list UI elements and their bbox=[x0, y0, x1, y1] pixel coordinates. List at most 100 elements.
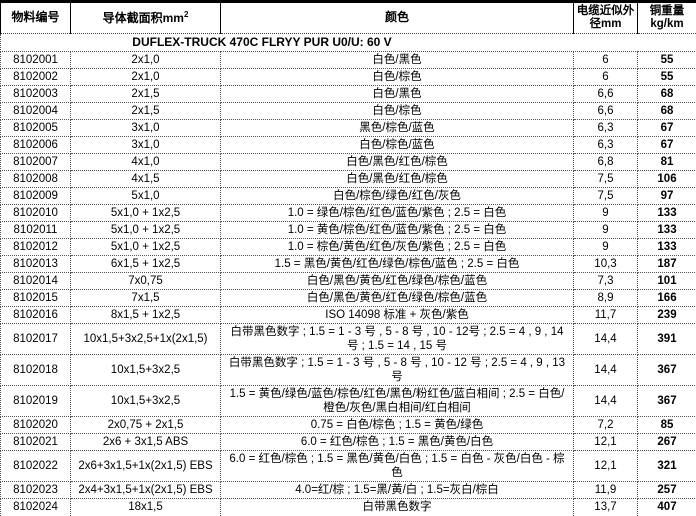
table-row: 8102019 10x1,5+3x2,5 1.5 = 黄色/绿色/蓝色/棕色/红色/… bbox=[0, 385, 696, 418]
cell-cross-section: 2x1,5 bbox=[70, 102, 221, 121]
cell-weight: 81 bbox=[637, 153, 696, 172]
cell-diameter: 11,9 bbox=[573, 481, 638, 500]
cell-cross-section: 5x1,0 + 1x2,5 bbox=[70, 221, 221, 240]
cell-material-id: 8102013 bbox=[0, 255, 71, 274]
cell-weight: 68 bbox=[637, 102, 696, 121]
cell-colors: 1.0 = 棕色/黄色/红色/灰色/紫色 ; 2.5 = 白色 bbox=[220, 238, 574, 257]
cell-colors: 白色/黑色 bbox=[220, 85, 574, 104]
table-row: 8102013 6x1,5 + 1x2,5 1.5 = 黑色/黄色/红色/绿色/棕色… bbox=[0, 255, 696, 274]
cell-cross-section: 7x0,75 bbox=[70, 272, 221, 291]
cell-weight: 257 bbox=[637, 481, 696, 500]
cell-diameter: 6 bbox=[573, 68, 638, 87]
cell-colors: 白色/黑色/黄色/红色/绿色/棕色/蓝色 bbox=[220, 289, 574, 308]
cell-weight: 267 bbox=[637, 433, 696, 452]
cell-weight: 187 bbox=[637, 255, 696, 274]
table-row: 8102001 2x1,0 白色/黑色 6 55 bbox=[0, 51, 696, 70]
cell-colors: 6.0 = 红色/棕色 ; 1.5 = 黑色/黄色/白色 bbox=[220, 433, 574, 452]
cell-diameter: 8,9 bbox=[573, 289, 638, 308]
table-row: 8102014 7x0,75 白色/黑色/黄色/红色/绿色/棕色/蓝色 7,3 101 bbox=[0, 272, 696, 291]
cell-weight: 101 bbox=[637, 272, 696, 291]
cell-weight: 133 bbox=[637, 238, 696, 257]
cell-weight: 133 bbox=[637, 204, 696, 223]
cell-material-id: 8102024 bbox=[0, 498, 71, 516]
cell-material-id: 8102006 bbox=[0, 136, 71, 155]
cell-colors: 白色/黑色 bbox=[220, 51, 574, 70]
cell-weight: 67 bbox=[637, 136, 696, 155]
cell-weight: 55 bbox=[637, 68, 696, 87]
series-subtitle: DUFLEX-TRUCK 470C FLRYY PUR U0/U: 60 V bbox=[0, 33, 696, 53]
table-row: 8102012 5x1,0 + 1x2,5 1.0 = 棕色/黄色/红色/灰色/紫色… bbox=[0, 238, 696, 257]
header-cross-section: 导体截面积mm2 bbox=[70, 0, 221, 35]
table-row: 8102020 2x0,75 + 2x1,5 0.75 = 白色/棕色 ; 1.5 … bbox=[0, 416, 696, 435]
table-row: 8102009 5x1,0 白色/棕色/绿色/红色/灰色 7,5 97 bbox=[0, 187, 696, 206]
cell-colors: 白色/黑色/黄色/红色/绿色/棕色/蓝色 bbox=[220, 272, 574, 291]
cell-colors: 1.0 = 黄色/棕色/红色/蓝色/紫色 ; 2.5 = 白色 bbox=[220, 221, 574, 240]
table-row: 8102007 4x1,0 白色/黑色/红色/棕色 6,8 81 bbox=[0, 153, 696, 172]
cell-cross-section: 7x1,5 bbox=[70, 289, 221, 308]
cell-diameter: 9 bbox=[573, 204, 638, 223]
cell-diameter: 6,6 bbox=[573, 85, 638, 104]
table-row: 8102008 4x1,5 白色/黑色/红色/棕色 7,5 106 bbox=[0, 170, 696, 189]
cell-diameter: 7,2 bbox=[573, 416, 638, 435]
table-row: 8102024 18x1,5 白带黑色数字 13,7 407 bbox=[0, 498, 696, 516]
table-row: 8102017 10x1,5+3x2,5+1x(2x1,5) 白带黑色数字 ; 1.… bbox=[0, 323, 696, 356]
cell-material-id: 8102014 bbox=[0, 272, 71, 291]
cell-material-id: 8102001 bbox=[0, 51, 71, 70]
cell-weight: 166 bbox=[637, 289, 696, 308]
cell-material-id: 8102004 bbox=[0, 102, 71, 121]
cell-material-id: 8102011 bbox=[0, 221, 71, 240]
cell-colors: 白色/棕色/绿色/红色/灰色 bbox=[220, 187, 574, 206]
cell-weight: 239 bbox=[637, 306, 696, 325]
cell-cross-section: 10x1,5+3x2,5+1x(2x1,5) bbox=[70, 323, 221, 356]
cell-cross-section: 2x6+3x1,5+1x(2x1,5) EBS bbox=[70, 450, 221, 483]
cell-cross-section: 5x1,0 + 1x2,5 bbox=[70, 238, 221, 257]
table-row: 8102002 2x1,0 白色/棕色 6 55 bbox=[0, 68, 696, 87]
cell-material-id: 8102007 bbox=[0, 153, 71, 172]
cell-diameter: 7,3 bbox=[573, 272, 638, 291]
table-row: 8102022 2x6+3x1,5+1x(2x1,5) EBS 6.0 = 红色/棕… bbox=[0, 450, 696, 483]
cell-cross-section: 10x1,5+3x2,5 bbox=[70, 354, 221, 387]
cell-colors: 6.0 = 红色/棕色 ; 1.5 = 黑色/黄色/白色 ; 1.5 = 白色 … bbox=[220, 450, 574, 483]
cell-diameter: 7,5 bbox=[573, 187, 638, 206]
cell-cross-section: 2x1,5 bbox=[70, 85, 221, 104]
cell-material-id: 8102005 bbox=[0, 119, 71, 138]
cell-diameter: 11,7 bbox=[573, 306, 638, 325]
cell-colors: 白色/棕色 bbox=[220, 102, 574, 121]
cell-diameter: 13,7 bbox=[573, 498, 638, 516]
cell-diameter: 6,3 bbox=[573, 136, 638, 155]
table-row: 8102004 2x1,5 白色/棕色 6,6 68 bbox=[0, 102, 696, 121]
cell-colors: 白色/棕色/蓝色 bbox=[220, 136, 574, 155]
cell-weight: 391 bbox=[637, 323, 696, 356]
cell-material-id: 8102020 bbox=[0, 416, 71, 435]
cell-cross-section: 2x0,75 + 2x1,5 bbox=[70, 416, 221, 435]
cell-diameter: 10,3 bbox=[573, 255, 638, 274]
cell-material-id: 8102002 bbox=[0, 68, 71, 87]
cell-cross-section: 2x6 + 3x1,5 ABS bbox=[70, 433, 221, 452]
table-row: 8102016 8x1,5 + 1x2,5 ISO 14098 标准 + 灰色/紫色… bbox=[0, 306, 696, 325]
cell-diameter: 12,1 bbox=[573, 450, 638, 483]
cell-cross-section: 8x1,5 + 1x2,5 bbox=[70, 306, 221, 325]
cell-weight: 367 bbox=[637, 354, 696, 387]
cell-weight: 133 bbox=[637, 221, 696, 240]
cell-weight: 55 bbox=[637, 51, 696, 70]
cell-material-id: 8102009 bbox=[0, 187, 71, 206]
table-row: 8102011 5x1,0 + 1x2,5 1.0 = 黄色/棕色/红色/蓝色/紫色… bbox=[0, 221, 696, 240]
cell-colors: 4.0=红/棕 ; 1.5=黑/黄/白 ; 1.5=灰白/棕白 bbox=[220, 481, 574, 500]
table-body: DUFLEX-TRUCK 470C FLRYY PUR U0/U: 60 V 8… bbox=[0, 33, 696, 516]
cell-diameter: 6 bbox=[573, 51, 638, 70]
cell-cross-section: 5x1,0 + 1x2,5 bbox=[70, 204, 221, 223]
cell-weight: 106 bbox=[637, 170, 696, 189]
cell-cross-section: 6x1,5 + 1x2,5 bbox=[70, 255, 221, 274]
cell-weight: 407 bbox=[637, 498, 696, 516]
cell-cross-section: 4x1,5 bbox=[70, 170, 221, 189]
cell-cross-section: 5x1,0 bbox=[70, 187, 221, 206]
cell-material-id: 8102010 bbox=[0, 204, 71, 223]
header-outer-diameter: 电缆近似外径mm bbox=[573, 0, 638, 35]
cell-diameter: 14,4 bbox=[573, 385, 638, 418]
cell-colors: 白带黑色数字 ; 1.5 = 1 - 3 号 , 5 - 8 号 , 10 - … bbox=[220, 354, 574, 387]
table-header-row: 物料编号 导体截面积mm2 颜色 电缆近似外径mm 铜重量 kg/km bbox=[0, 0, 696, 35]
cell-colors: 白色/棕色 bbox=[220, 68, 574, 87]
cell-cross-section: 3x1,0 bbox=[70, 136, 221, 155]
